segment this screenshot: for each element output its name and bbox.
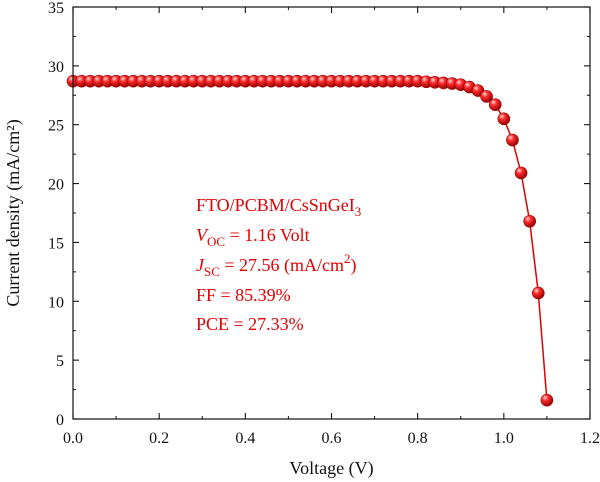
annotation-jsc: JSC = 27.56 (mA/cm2) — [196, 251, 357, 279]
data-point — [471, 84, 485, 97]
annotation-block: FTO/PCBM/CsSnGeI3 VOC = 1.16 Volt JSC = … — [196, 195, 361, 334]
data-point — [497, 112, 511, 126]
y-axis-title: Current density (mA/cm²) — [3, 119, 24, 306]
y-tick-label: 25 — [48, 118, 64, 135]
y-tick-label: 5 — [56, 353, 64, 370]
y-tick-label: 10 — [48, 294, 64, 311]
series-line — [73, 80, 548, 401]
y-tick-label: 35 — [48, 0, 64, 17]
data-point — [506, 133, 519, 147]
data-point — [540, 393, 554, 407]
data-point — [514, 166, 528, 180]
data-point — [480, 90, 493, 103]
plot-frame — [72, 6, 591, 420]
x-tick-label: 0.6 — [322, 430, 342, 447]
x-tick-label: 0.8 — [408, 430, 428, 447]
x-tick-label: 1.0 — [494, 430, 514, 447]
x-tick-label: 1.2 — [580, 430, 600, 447]
x-axis-title: Voltage (V) — [289, 458, 373, 479]
annotation-pce: PCE = 27.33% — [196, 314, 304, 334]
annotation-voc: VOC = 1.16 Volt — [196, 225, 310, 249]
y-tick-label: 15 — [48, 235, 64, 252]
data-point — [531, 286, 545, 300]
y-tick-label: 20 — [48, 177, 64, 194]
y-tick-label: 30 — [48, 59, 64, 76]
data-point — [488, 98, 502, 112]
x-tick-label: 0.4 — [235, 430, 255, 447]
y-tick-label: 0 — [56, 412, 64, 429]
annotation-ff: FF = 85.39% — [196, 285, 291, 305]
x-tick-label: 0.0 — [63, 430, 83, 447]
annotation-device: FTO/PCBM/CsSnGeI3 — [196, 195, 361, 219]
data-point — [523, 214, 536, 228]
x-tick-label: 0.2 — [149, 430, 169, 447]
